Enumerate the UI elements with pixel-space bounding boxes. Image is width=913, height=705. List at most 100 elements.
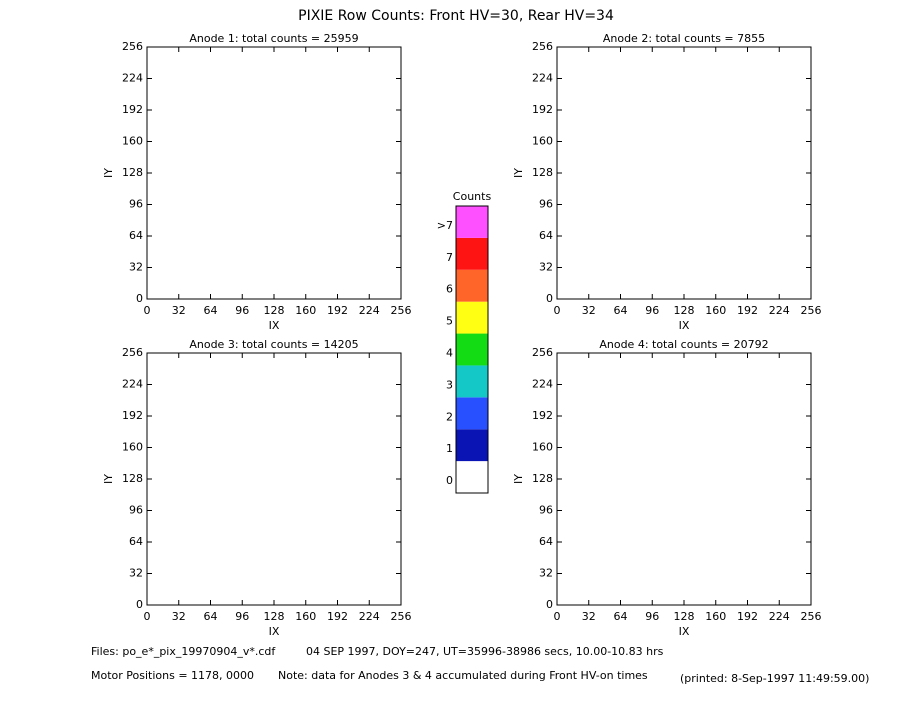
x-tick-label: 0 (554, 610, 561, 623)
x-tick-label: 224 (769, 304, 790, 317)
x-tick-label: 224 (359, 304, 380, 317)
page-title: PIXIE Row Counts: Front HV=30, Rear HV=3… (298, 8, 614, 24)
x-axis-label: IX (679, 319, 690, 332)
footer-files: Files: po_e*_pix_19970904_v*.cdf (91, 645, 276, 658)
y-tick-label: 256 (532, 346, 553, 359)
y-tick-label: 256 (122, 346, 143, 359)
y-tick-label: 192 (122, 409, 143, 422)
y-tick-label: 64 (539, 229, 553, 242)
x-tick-label: 160 (705, 304, 726, 317)
y-tick-label: 256 (532, 40, 553, 53)
footer-time: 04 SEP 1997, DOY=247, UT=35996-38986 sec… (306, 645, 664, 658)
plot-area (556, 46, 812, 300)
colorbar-label: 7 (446, 251, 453, 264)
color-swatch (456, 237, 488, 270)
y-axis-label: IY (512, 474, 525, 484)
x-tick-label: 256 (801, 304, 822, 317)
x-tick-label: 128 (264, 304, 285, 317)
x-tick-label: 128 (674, 610, 695, 623)
color-swatch (456, 397, 488, 430)
y-tick-label: 160 (532, 441, 553, 454)
panel-title: Anode 1: total counts = 25959 (189, 32, 358, 45)
x-tick-label: 0 (144, 304, 151, 317)
panel-title: Anode 4: total counts = 20792 (599, 338, 768, 351)
color-swatch (456, 429, 488, 462)
color-swatch (456, 269, 488, 302)
x-tick-label: 192 (327, 610, 348, 623)
colorbar-title: Counts (453, 190, 492, 203)
x-tick-label: 64 (204, 304, 218, 317)
panel-title: Anode 3: total counts = 14205 (189, 338, 358, 351)
color-swatch (456, 333, 488, 366)
colorbar-label: 4 (446, 347, 453, 360)
color-swatch (456, 301, 488, 334)
colorbar-frame (455, 205, 489, 494)
x-tick-label: 0 (554, 304, 561, 317)
x-tick-label: 96 (235, 610, 249, 623)
y-tick-label: 32 (129, 261, 143, 274)
x-tick-label: 32 (582, 610, 596, 623)
y-axis-label: IY (102, 474, 115, 484)
y-tick-label: 224 (532, 378, 553, 391)
plot-area (146, 46, 402, 300)
y-tick-label: 32 (539, 261, 553, 274)
x-axis-label: IX (269, 319, 280, 332)
y-tick-label: 96 (539, 198, 553, 211)
y-tick-label: 64 (129, 535, 143, 548)
x-tick-label: 192 (737, 304, 758, 317)
y-tick-label: 0 (136, 598, 143, 611)
y-tick-label: 128 (532, 166, 553, 179)
panel-title: Anode 2: total counts = 7855 (603, 32, 765, 45)
y-tick-label: 96 (539, 504, 553, 517)
x-tick-label: 96 (645, 304, 659, 317)
color-swatch (456, 365, 488, 398)
x-tick-label: 64 (614, 304, 628, 317)
y-tick-label: 0 (136, 292, 143, 305)
y-tick-label: 128 (532, 472, 553, 485)
y-tick-label: 160 (122, 441, 143, 454)
x-axis-label: IX (269, 625, 280, 638)
x-tick-label: 224 (359, 610, 380, 623)
x-tick-label: 256 (391, 610, 412, 623)
y-axis-label: IY (102, 168, 115, 178)
x-tick-label: 64 (204, 610, 218, 623)
y-tick-label: 0 (546, 292, 553, 305)
y-tick-label: 32 (539, 567, 553, 580)
x-tick-label: 224 (769, 610, 790, 623)
colorbar-label: 1 (446, 442, 453, 455)
colorbar-label: 0 (446, 474, 453, 487)
plot-area (556, 352, 812, 606)
color-swatch (456, 461, 488, 493)
footer-note: Note: data for Anodes 3 & 4 accumulated … (278, 669, 648, 682)
x-tick-label: 160 (295, 610, 316, 623)
y-axis-label: IY (512, 168, 525, 178)
y-tick-label: 192 (532, 103, 553, 116)
x-tick-label: 64 (614, 610, 628, 623)
x-tick-label: 32 (172, 304, 186, 317)
y-tick-label: 224 (122, 72, 143, 85)
colorbar-label: 2 (446, 410, 453, 423)
y-tick-label: 192 (532, 409, 553, 422)
colorbar-label: >7 (437, 219, 453, 232)
x-tick-label: 192 (737, 610, 758, 623)
colorbar-label: 5 (446, 315, 453, 328)
y-tick-label: 256 (122, 40, 143, 53)
y-tick-label: 128 (122, 166, 143, 179)
colorbar-label: 6 (446, 283, 453, 296)
x-tick-label: 192 (327, 304, 348, 317)
y-tick-label: 0 (546, 598, 553, 611)
footer-motor: Motor Positions = 1178, 0000 (91, 669, 254, 682)
y-tick-label: 64 (129, 229, 143, 242)
x-tick-label: 160 (705, 610, 726, 623)
x-axis-label: IX (679, 625, 690, 638)
x-tick-label: 96 (235, 304, 249, 317)
y-tick-label: 160 (532, 135, 553, 148)
colorbar-label: 3 (446, 378, 453, 391)
y-tick-label: 64 (539, 535, 553, 548)
y-tick-label: 192 (122, 103, 143, 116)
color-swatch (456, 206, 488, 238)
x-tick-label: 0 (144, 610, 151, 623)
y-tick-label: 32 (129, 567, 143, 580)
footer-printed: (printed: 8-Sep-1997 11:49:59.00) (680, 672, 869, 685)
